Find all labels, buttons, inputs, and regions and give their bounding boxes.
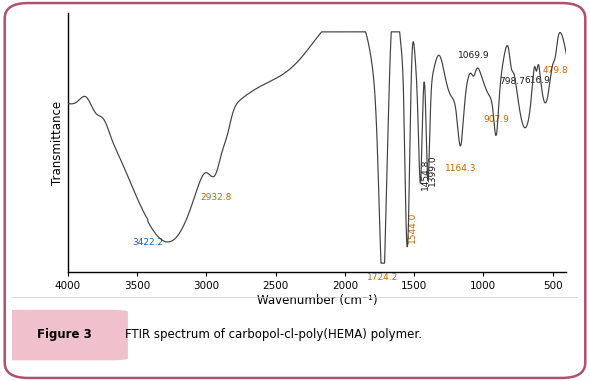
X-axis label: Wavenumber (cm⁻¹): Wavenumber (cm⁻¹) <box>257 294 378 307</box>
Text: FTIR spectrum of carbopol-cl-poly(HEMA) polymer.: FTIR spectrum of carbopol-cl-poly(HEMA) … <box>125 328 422 341</box>
Text: 798.7: 798.7 <box>499 77 525 86</box>
Text: 907.9: 907.9 <box>483 115 509 124</box>
Text: 1069.9: 1069.9 <box>458 51 490 60</box>
Text: Figure 3: Figure 3 <box>37 328 92 341</box>
Text: 616.9: 616.9 <box>524 76 550 85</box>
Text: 3422.2: 3422.2 <box>132 239 163 247</box>
Text: 1164.3: 1164.3 <box>445 165 476 173</box>
FancyBboxPatch shape <box>1 310 128 360</box>
Text: 1454.8: 1454.8 <box>421 158 430 190</box>
Text: 1724.2: 1724.2 <box>368 272 399 282</box>
Text: 1544.0: 1544.0 <box>408 211 417 243</box>
Y-axis label: Transmittance: Transmittance <box>51 101 64 185</box>
Text: 2932.8: 2932.8 <box>200 193 231 202</box>
Text: 1399.0: 1399.0 <box>428 155 437 186</box>
Text: 479.8: 479.8 <box>543 66 569 75</box>
